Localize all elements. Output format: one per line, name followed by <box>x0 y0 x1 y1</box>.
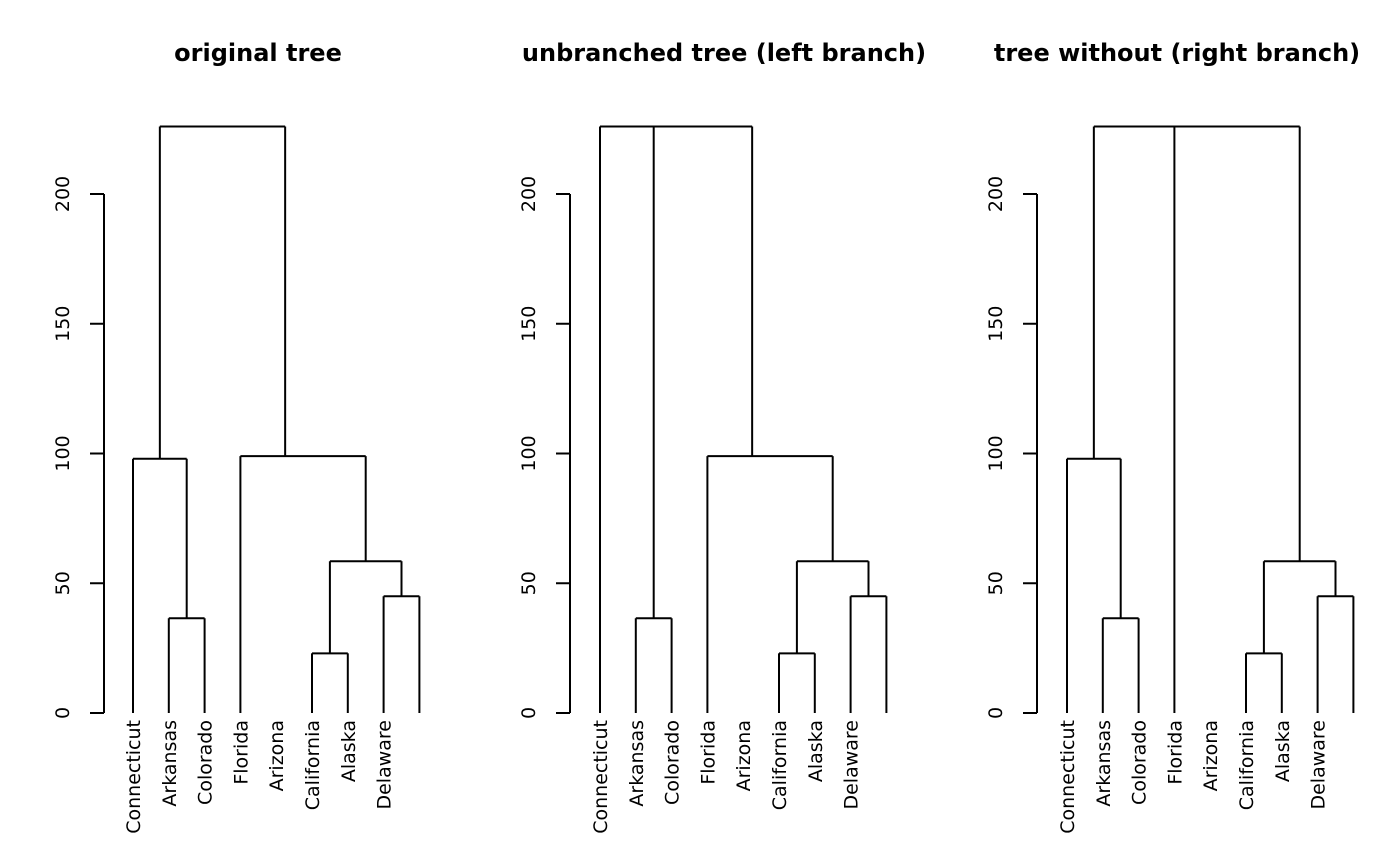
y-tick-label: 150 <box>518 306 540 342</box>
leaf-label: Arkansas <box>1093 720 1115 807</box>
y-axis: 0 50 100 150 200 <box>985 176 1038 719</box>
leaf-label: Connecticut <box>1057 720 1079 834</box>
leaf-label: California <box>769 720 791 810</box>
panel-title: unbranched tree (left branch) <box>522 39 926 67</box>
y-tick-label: 100 <box>518 435 540 471</box>
leaf-label: Connecticut <box>123 720 145 834</box>
leaf-label: Florida <box>1164 720 1186 785</box>
y-tick-label: 150 <box>52 306 74 342</box>
y-tick-label: 100 <box>985 435 1007 471</box>
leaf-label: Arkansas <box>159 720 181 807</box>
panel-unbranched-tree-left-branch: unbranched tree (left branch) 0 50 100 150 2… <box>518 39 926 834</box>
leaf-label: Alaska <box>1272 720 1294 782</box>
leaf-label: Colorado <box>1129 720 1151 805</box>
leaf-label: Delaware <box>374 720 396 810</box>
panel-title: tree without (right branch) <box>994 39 1360 67</box>
leaf-label: Alaska <box>805 720 827 782</box>
y-tick-label: 50 <box>518 571 540 595</box>
leaf-labels: Connecticut Arkansas Colorado Florida Arizon… <box>123 720 396 834</box>
leaf-label: California <box>1236 720 1258 810</box>
y-tick-label: 150 <box>985 306 1007 342</box>
leaf-labels: Connecticut Arkansas Colorado Florida Arizon… <box>590 720 863 834</box>
y-tick-label: 200 <box>518 176 540 212</box>
y-axis: 0 50 100 150 200 <box>518 176 571 719</box>
y-tick-label: 50 <box>985 571 1007 595</box>
y-tick-label: 50 <box>52 571 74 595</box>
leaf-label: Arizona <box>266 720 288 791</box>
tree-branches <box>599 125 888 713</box>
leaf-label: Florida <box>697 720 719 785</box>
panel-original-tree: original tree 0 50 100 150 200 Connecticut Ar… <box>52 39 421 834</box>
leaf-label: Arizona <box>733 720 755 791</box>
y-tick-label: 0 <box>52 707 74 719</box>
leaf-label: Colorado <box>195 720 217 805</box>
leaf-label: Arizona <box>1200 720 1222 791</box>
tree-branches <box>1066 125 1355 713</box>
leaf-label: Colorado <box>662 720 684 805</box>
panel-tree-without-right-branch: tree without (right branch) 0 50 100 150 200… <box>985 39 1360 834</box>
leaf-label: Alaska <box>338 720 360 782</box>
leaf-labels: Connecticut Arkansas Colorado Florida Arizon… <box>1057 720 1330 834</box>
panel-title: original tree <box>174 39 342 67</box>
leaf-label: California <box>302 720 324 810</box>
leaf-label: Florida <box>230 720 252 785</box>
y-tick-label: 0 <box>518 707 540 719</box>
leaf-label: Arkansas <box>626 720 648 807</box>
y-tick-label: 100 <box>52 435 74 471</box>
y-tick-label: 200 <box>985 176 1007 212</box>
y-tick-label: 200 <box>52 176 74 212</box>
tree-branches <box>132 125 421 713</box>
y-axis: 0 50 100 150 200 <box>52 176 105 719</box>
leaf-label: Delaware <box>841 720 863 810</box>
leaf-label: Delaware <box>1308 720 1330 810</box>
leaf-label: Connecticut <box>590 720 612 834</box>
y-tick-label: 0 <box>985 707 1007 719</box>
